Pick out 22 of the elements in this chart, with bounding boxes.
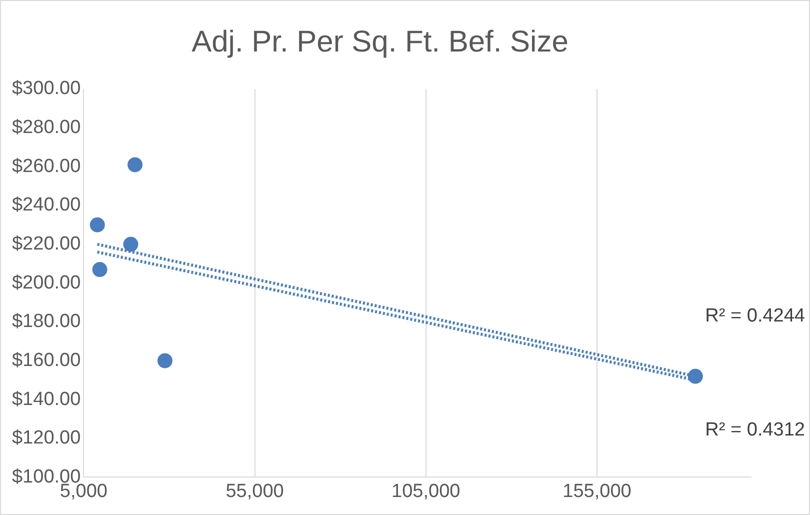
y-tick-label: $120.00 xyxy=(12,428,81,449)
y-tick-label: $200.00 xyxy=(12,272,81,294)
annotation: R² = 0.4312 xyxy=(705,419,805,440)
y-tick-label: $240.00 xyxy=(12,194,81,216)
y-tick-label: $260.00 xyxy=(12,156,81,177)
x-tick-label: 55,000 xyxy=(226,480,284,502)
y-tick-label: $220.00 xyxy=(12,234,81,255)
y-tick-label: $160.00 xyxy=(12,350,81,371)
point xyxy=(90,217,105,232)
point xyxy=(157,353,172,368)
point xyxy=(92,262,108,278)
chart-title: Adj. Pr. Per Sq. Ft. Bef. Size xyxy=(192,25,568,58)
y-tick-label: $280.00 xyxy=(12,117,81,138)
point xyxy=(123,236,138,252)
y-tick-label: $300.00 xyxy=(12,78,81,100)
x-tick-label: 155,000 xyxy=(562,480,632,502)
x-tick-label: 105,000 xyxy=(392,480,460,502)
annotation: R² = 0.4244 xyxy=(705,306,806,326)
point xyxy=(128,157,143,172)
point xyxy=(688,368,703,384)
y-tick-label: $140.00 xyxy=(12,388,81,410)
y-tick-label: $180.00 xyxy=(12,311,81,332)
